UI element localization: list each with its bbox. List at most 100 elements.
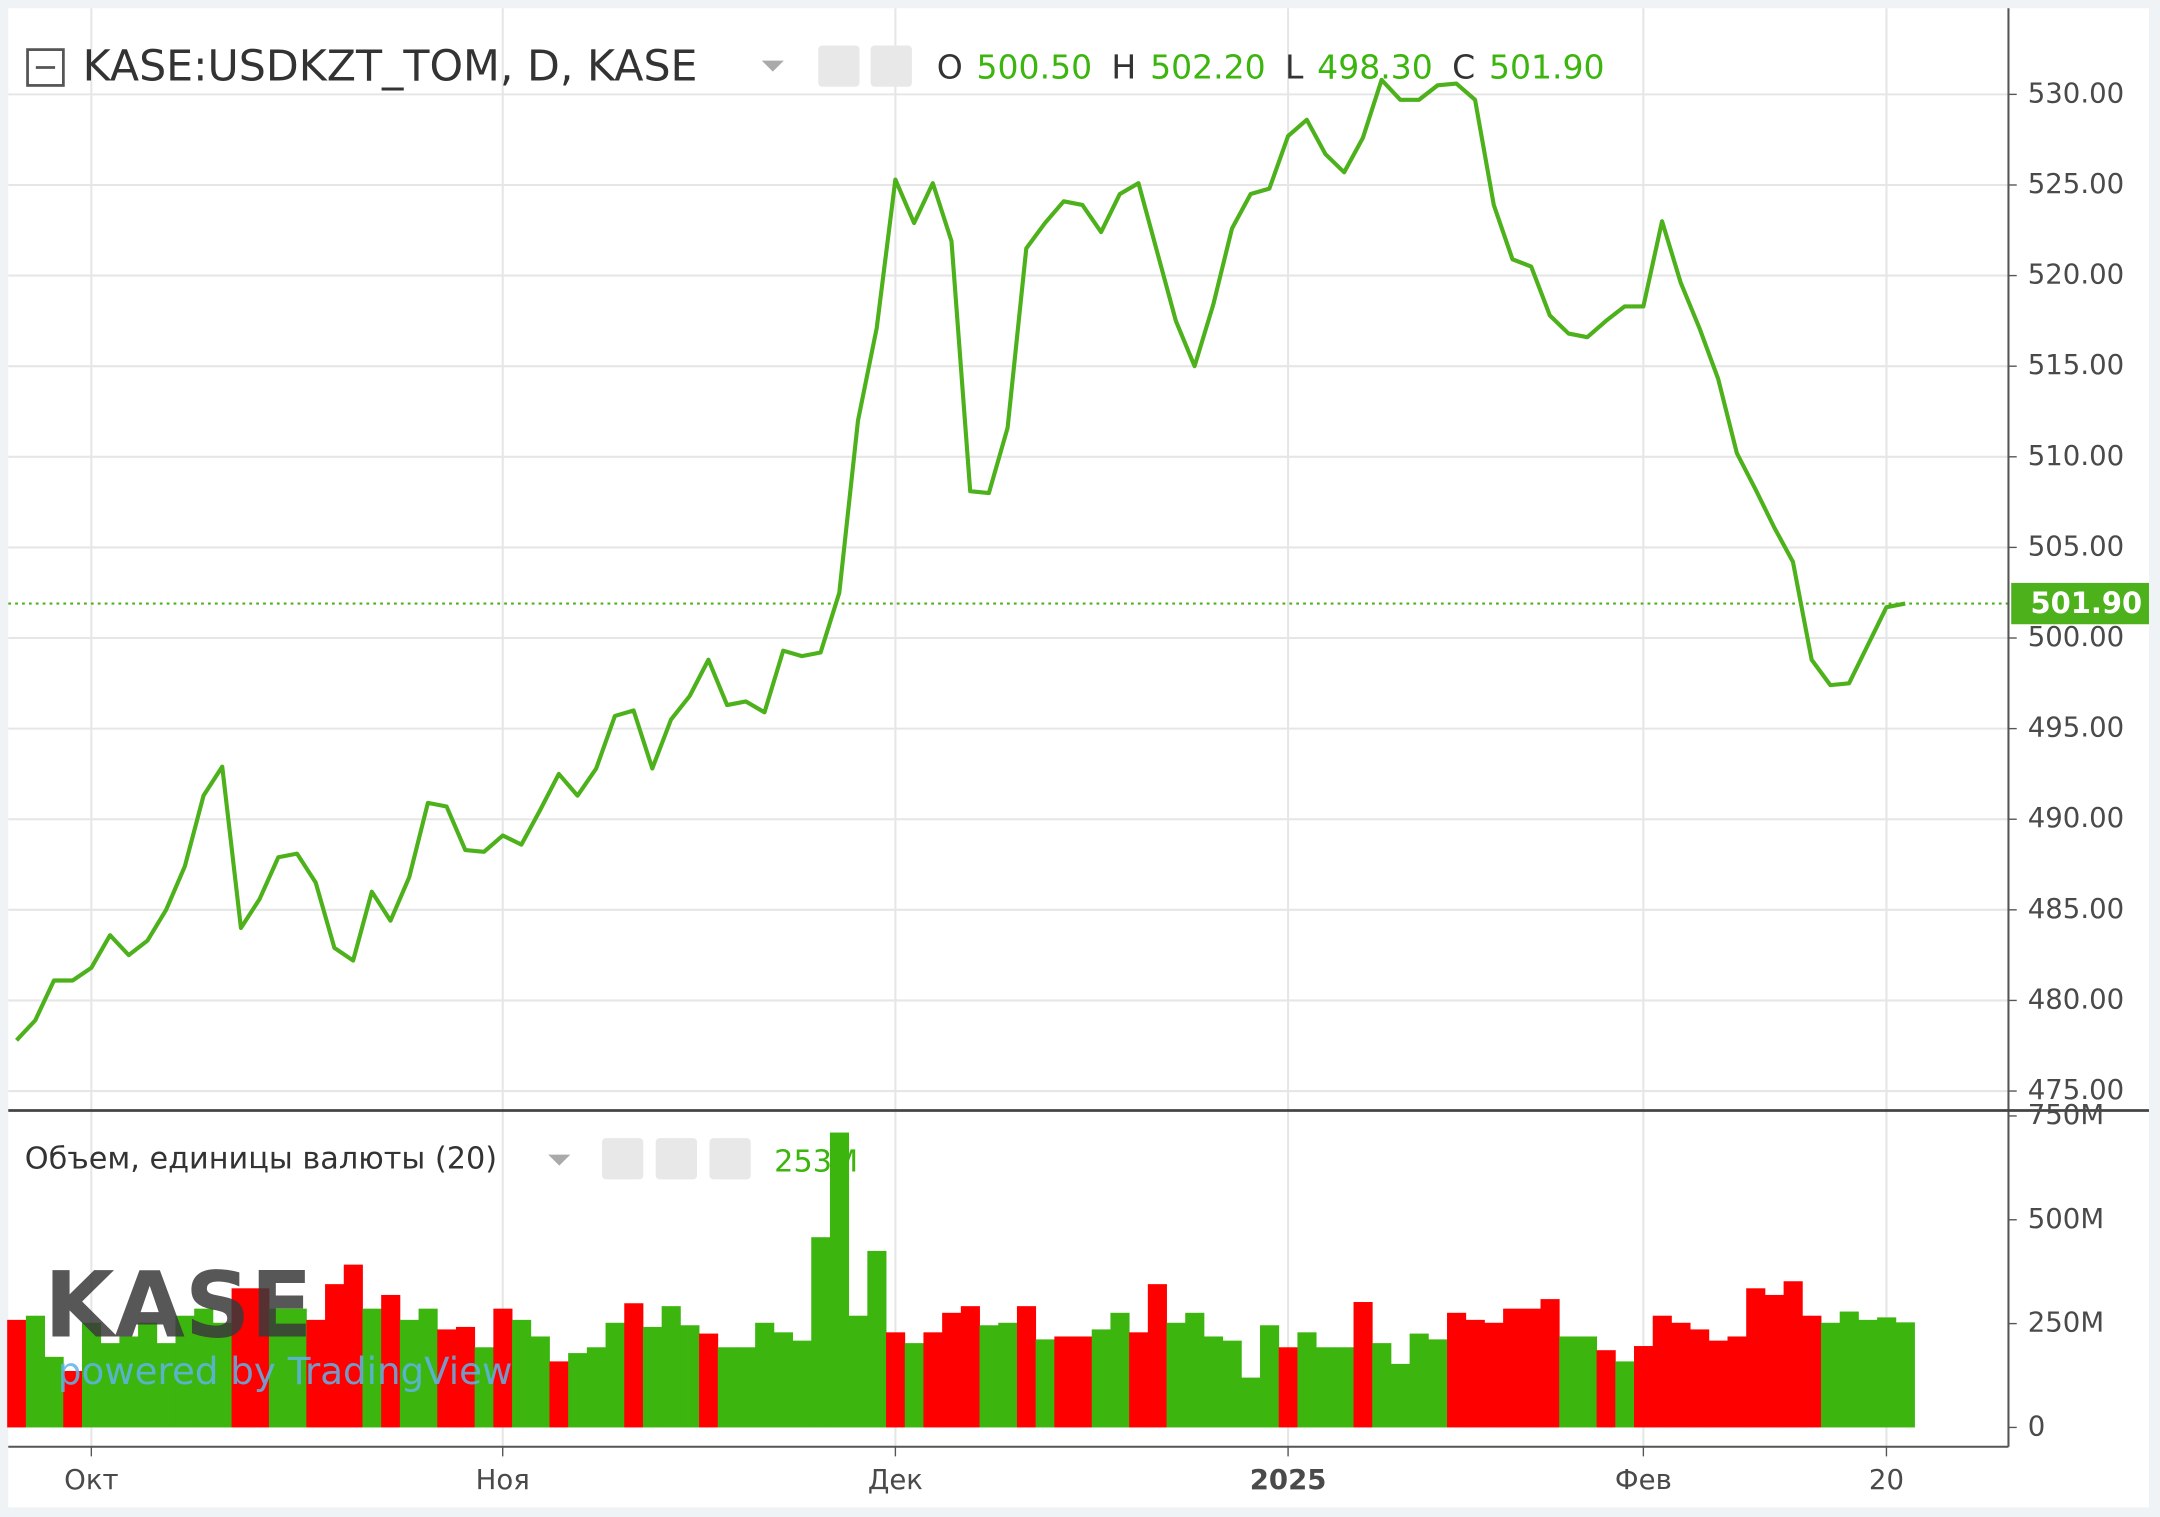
volume-bar (306, 1319, 326, 1428)
volume-bar (268, 1308, 289, 1428)
ohlc-legend: O 500.50 H 502.20 L 498.30 C 501.90 (937, 47, 1605, 86)
volume-bar (717, 1347, 737, 1428)
volume-bar (1073, 1336, 1093, 1428)
volume-bar (624, 1303, 644, 1428)
volume-bar (1465, 1319, 1485, 1428)
volume-bar (792, 1340, 812, 1428)
volume-bar (811, 1237, 831, 1428)
volume-bar (1802, 1315, 1822, 1428)
volume-bar (1634, 1346, 1654, 1428)
volume-bar (1690, 1329, 1710, 1428)
eye-icon[interactable] (601, 1138, 644, 1180)
grid-layer (8, 8, 2009, 1447)
volume-bar (63, 1370, 83, 1428)
volume-bar (680, 1325, 700, 1428)
volume-bar (1110, 1312, 1130, 1428)
y-tick-label: 480.00 (2028, 983, 2124, 1015)
volume-bar (437, 1329, 457, 1428)
y-tick-label: 490.00 (2028, 802, 2124, 834)
y-tick-label: 530.00 (2028, 77, 2124, 109)
volume-legend-value: 253M (774, 1144, 858, 1179)
volume-bar (231, 1288, 251, 1428)
y-tick-label: 750M (2028, 1099, 2104, 1131)
volume-bar (886, 1332, 906, 1428)
volume-bar (474, 1347, 494, 1428)
volume-bar (1895, 1322, 1915, 1428)
volume-bar (1428, 1339, 1448, 1428)
eye-icon[interactable] (818, 45, 860, 87)
dropdown-arrow[interactable] (548, 1154, 571, 1166)
volume-bar (194, 1308, 214, 1428)
volume-bar (661, 1306, 681, 1428)
panel (8, 8, 2149, 1508)
y-tick-label: 495.00 (2028, 712, 2124, 744)
y-tick-label: 500M (2028, 1203, 2104, 1235)
volume-bar (1671, 1322, 1691, 1428)
close-icon[interactable] (709, 1138, 751, 1180)
volume-bar (1054, 1336, 1074, 1428)
volume-bar (1316, 1347, 1336, 1428)
y-tick-label: 500.00 (2028, 621, 2124, 653)
volume-bar (100, 1343, 120, 1428)
volume-bar (904, 1343, 924, 1428)
volume-bar (44, 1356, 64, 1428)
volume-bar (1222, 1340, 1242, 1428)
volume-bar (1727, 1336, 1747, 1428)
volume-bar (1484, 1322, 1504, 1428)
volume-bar (1559, 1336, 1579, 1428)
volume-bar (1297, 1332, 1317, 1428)
volume-bar (1746, 1288, 1766, 1428)
x-tick-label: Ноя (476, 1464, 530, 1496)
volume-bar (1615, 1361, 1635, 1428)
volume-bar (362, 1308, 382, 1428)
volume-bar (642, 1326, 663, 1428)
volume-bar (1877, 1317, 1897, 1428)
volume-bar (773, 1332, 793, 1428)
ohlc-value: 501.90 (1489, 47, 1605, 86)
last-price-box (2011, 582, 2149, 625)
volume-bar (1260, 1325, 1280, 1428)
dropdown-arrow[interactable] (761, 60, 784, 72)
volume-bar (1091, 1329, 1111, 1428)
x-tick-label: Дек (868, 1464, 923, 1496)
volume-bar (1596, 1350, 1616, 1428)
volume-bar (156, 1343, 176, 1428)
y-tick-label: 485.00 (2028, 893, 2124, 925)
volume-bar (512, 1319, 532, 1428)
settings-icon[interactable] (870, 45, 912, 87)
x-tick-label: 20 (1869, 1464, 1904, 1496)
volume-bar (923, 1332, 943, 1428)
settings-icon[interactable] (655, 1138, 698, 1180)
volume-bar (381, 1294, 401, 1428)
volume-bar (755, 1322, 775, 1428)
x-tick-label: 2025 (1250, 1464, 1327, 1496)
volume-bar (1783, 1281, 1803, 1428)
volume-bar (530, 1336, 550, 1428)
volume-bar (829, 1132, 850, 1428)
ohlc-value: 500.50 (977, 47, 1093, 86)
volume-bar (25, 1315, 45, 1428)
volume-bar (1577, 1336, 1598, 1428)
collapse-icon[interactable] (26, 48, 65, 87)
volume-bar (605, 1322, 625, 1428)
watermark-powered: powered by TradingView (58, 1349, 513, 1393)
volume-bar (586, 1347, 606, 1428)
volume-bar (287, 1308, 307, 1428)
y-tick-label: 525.00 (2028, 168, 2124, 200)
volume-bar (1185, 1312, 1205, 1428)
volume-bar (81, 1322, 102, 1428)
volume-bar (1447, 1312, 1467, 1428)
volume-bar (1409, 1333, 1429, 1428)
x-tick-label: Окт (64, 1464, 118, 1496)
volume-bar (1708, 1340, 1728, 1428)
volume-legend-name: Объем, единицы валюты (20) (25, 1142, 497, 1177)
volume-bar (493, 1308, 513, 1428)
ohlc-key: C (1452, 47, 1475, 86)
symbol-title: KASE:USDKZT_TOM, D, KASE (83, 41, 698, 91)
volume-bar (325, 1284, 345, 1428)
volume-bar (1353, 1302, 1373, 1428)
volume-bar (1334, 1347, 1354, 1428)
y-tick-label: 475.00 (2028, 1074, 2124, 1106)
volume-bar (1390, 1363, 1411, 1428)
volume-bar (399, 1319, 419, 1428)
